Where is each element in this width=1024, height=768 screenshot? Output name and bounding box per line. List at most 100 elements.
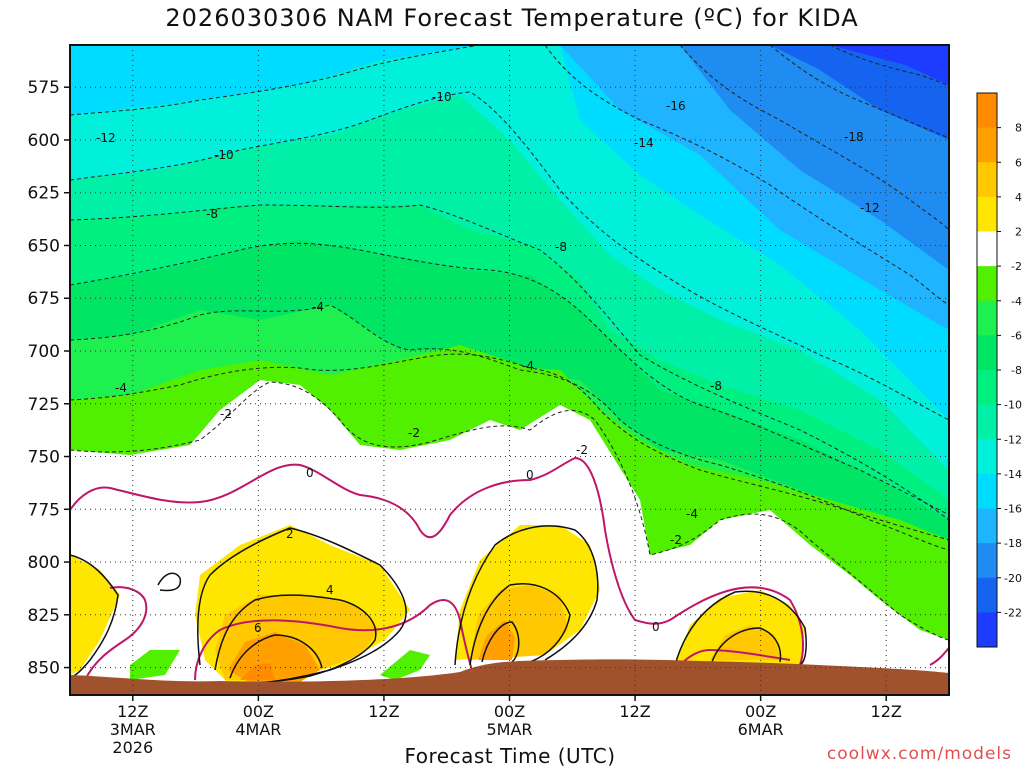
colorbar-swatch xyxy=(977,127,997,163)
isotherms-negative xyxy=(70,45,949,641)
isotherm-line xyxy=(454,525,599,666)
isotherm-line xyxy=(70,353,949,541)
colorbar-swatch xyxy=(977,473,997,509)
band-fill xyxy=(380,650,430,680)
colorbar-label: -10 xyxy=(1004,399,1022,412)
contour-label: -4 xyxy=(686,507,698,521)
colorbar-swatch xyxy=(977,577,997,613)
y-tick-label: 575 xyxy=(28,78,60,98)
isotherm-line xyxy=(711,627,782,663)
isotherm-line xyxy=(70,204,949,521)
isotherm-line xyxy=(70,456,804,666)
isotherm-line xyxy=(829,45,949,87)
contour-label: -2 xyxy=(576,443,588,457)
contour-label: -4 xyxy=(522,359,534,373)
colorbar-label: -16 xyxy=(1004,503,1022,516)
contour-label: 4 xyxy=(326,583,334,597)
y-tick-label: 775 xyxy=(28,500,60,520)
colorbar-swatch xyxy=(977,93,997,129)
colorbar-swatch xyxy=(977,300,997,336)
colorbar-swatch xyxy=(977,543,997,579)
isotherm-line xyxy=(214,594,377,684)
colorbar: 8 6 4 2 -2 -4 -6 -8 -10 -12 -14 -16 -18 -20 -22 xyxy=(976,92,1022,648)
y-tick-label: 600 xyxy=(28,131,60,151)
x-tick-label: 00Z xyxy=(494,702,525,721)
isotherm-line xyxy=(469,583,571,666)
colorbar-swatch xyxy=(977,266,997,302)
colorbar-label: -18 xyxy=(1004,537,1022,550)
contour-label: -16 xyxy=(666,99,686,113)
colorbar-swatch xyxy=(977,612,997,648)
colorbar-swatch xyxy=(977,196,997,232)
colorbar-label: -22 xyxy=(1004,606,1022,619)
contour-label: -4 xyxy=(115,381,127,395)
x-tick-label: 5MAR xyxy=(486,720,532,739)
isotherm-line xyxy=(70,45,481,116)
contour-label: -12 xyxy=(860,201,880,215)
isotherm-line xyxy=(679,45,949,231)
isotherm-line xyxy=(229,634,323,679)
y-tick-label: 750 xyxy=(28,448,60,468)
x-tick-label: 12Z xyxy=(117,702,148,721)
colorbar-swatch xyxy=(977,508,997,544)
y-tick-label: 625 xyxy=(28,184,60,204)
colorbar-label: -2 xyxy=(1011,260,1022,273)
colorbar-label: 8 xyxy=(1015,122,1022,135)
x-tick-label: 2026 xyxy=(112,738,153,757)
isotherm-line xyxy=(674,590,807,666)
x-tick-label: 12Z xyxy=(871,702,902,721)
x-tick-label: 12Z xyxy=(368,702,399,721)
contour-label: -2 xyxy=(220,407,232,421)
y-tick-label: 700 xyxy=(28,342,60,362)
x-tick-label: 6MAR xyxy=(738,720,784,739)
colorbar-label: -14 xyxy=(1004,468,1022,481)
colorbar-label: -12 xyxy=(1004,433,1022,446)
contour-label: -10 xyxy=(432,90,452,104)
colorbar-label: 6 xyxy=(1015,156,1022,169)
band-fill xyxy=(478,620,515,660)
band-fill xyxy=(240,663,275,680)
x-tick-label: 00Z xyxy=(243,702,274,721)
colorbar-label: -6 xyxy=(1011,329,1022,342)
colorbar-swatch xyxy=(977,439,997,475)
y-tick-label: 725 xyxy=(28,395,60,415)
contour-label: -8 xyxy=(555,240,567,254)
colorbar-label: -20 xyxy=(1004,572,1022,585)
contour-label: -4 xyxy=(312,300,324,314)
y-tick-label: 825 xyxy=(28,606,60,626)
y-tick-label: 675 xyxy=(28,289,60,309)
colorbar-swatch xyxy=(977,162,997,198)
contour-label: 6 xyxy=(254,621,262,635)
credit-text: coolwx.com/models xyxy=(826,744,1012,764)
x-tick-label: 4MAR xyxy=(235,720,281,739)
isotherm-line xyxy=(70,381,949,641)
isotherm-line xyxy=(929,647,949,666)
colorbar-label: 2 xyxy=(1015,226,1022,239)
contour-label: -18 xyxy=(844,130,864,144)
band-fill xyxy=(830,45,949,85)
band-fill xyxy=(770,45,949,140)
isotherm-line xyxy=(70,91,949,421)
x-tick-label: 3MAR xyxy=(110,720,156,739)
isotherm-line xyxy=(544,45,949,306)
isotherm-line xyxy=(157,572,182,592)
contour-label: 0 xyxy=(652,620,660,634)
contour-label: -8 xyxy=(206,207,218,221)
isotherm-line xyxy=(70,304,949,551)
contour-label: 2 xyxy=(286,527,294,541)
contour-label: -8 xyxy=(710,379,722,393)
isotherms-positive xyxy=(70,525,807,686)
x-tick-label: 12Z xyxy=(619,702,650,721)
colorbar-label: 4 xyxy=(1015,191,1022,204)
isotherm-line xyxy=(481,621,520,663)
plot-area xyxy=(70,45,949,695)
isotherm-line xyxy=(84,586,148,681)
y-tick-label: 850 xyxy=(28,659,60,679)
colorbar-label: -4 xyxy=(1011,295,1022,308)
y-tick-label: 650 xyxy=(28,236,60,256)
contour-label: -2 xyxy=(408,426,420,440)
x-axis-label: Forecast Time (UTC) xyxy=(404,744,616,768)
contour-label: 0 xyxy=(526,468,534,482)
